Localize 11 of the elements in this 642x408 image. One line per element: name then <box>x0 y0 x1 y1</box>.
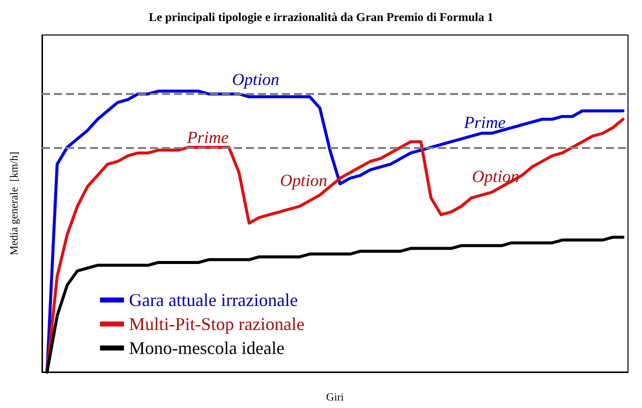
legend-label: Mono-mescola ideale <box>129 338 284 358</box>
annotation: Option <box>280 171 328 190</box>
annotation: Option <box>472 167 520 186</box>
annotation: Prime <box>186 128 229 147</box>
legend-label: Gara attuale irrazionale <box>129 290 298 310</box>
y-axis-title: Media generale [km/h] <box>8 152 20 256</box>
x-axis-title: Giri <box>326 392 344 404</box>
legend-label: Multi-Pit-Stop razionale <box>129 314 304 334</box>
text: Option <box>232 70 280 89</box>
annotation: Prime <box>463 113 506 132</box>
chart-title: Le principali tipologie e irrazionalità da Gran Premio di Formula 1 <box>148 10 494 24</box>
